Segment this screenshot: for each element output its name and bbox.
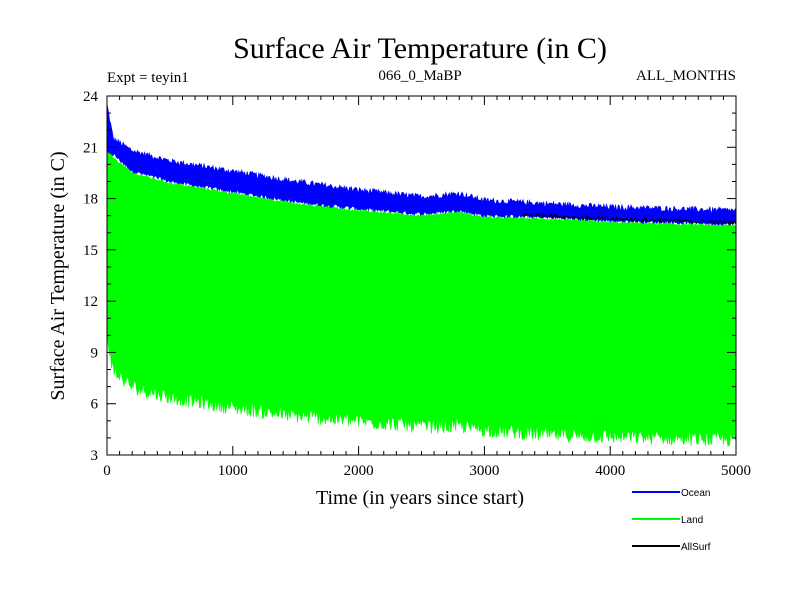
series-allsurf-line (521, 212, 737, 226)
y-tick-label: 3 (91, 448, 99, 464)
subtitle-right: ALL_MONTHS (636, 68, 736, 84)
x-tick-label: 3000 (469, 463, 499, 479)
y-tick-label: 21 (83, 140, 98, 156)
x-tick-label: 1000 (218, 463, 248, 479)
chart-title: Surface Air Temperature (in C) (233, 32, 607, 65)
y-axis-label: Surface Air Temperature (in C) (47, 151, 69, 400)
subtitle-left: Expt = teyin1 (107, 70, 189, 86)
subtitle-center: 066_0_MaBP (378, 68, 461, 84)
y-tick-label: 24 (83, 89, 99, 105)
y-tick-label: 15 (83, 243, 98, 259)
x-tick-label: 5000 (721, 463, 751, 479)
legend-label-allsurf: AllSurf (681, 542, 711, 553)
x-tick-label: 2000 (344, 463, 374, 479)
x-axis-label: Time (in years since start) (316, 487, 524, 509)
legend: Ocean Land AllSurf (632, 488, 711, 553)
y-tick-label: 12 (83, 294, 98, 310)
plot-series (106, 103, 737, 448)
y-axis: 3 6 9 12 15 18 21 24 (83, 89, 736, 464)
x-tick-label: 0 (103, 463, 111, 479)
y-tick-label: 9 (91, 345, 99, 361)
x-tick-label: 4000 (595, 463, 625, 479)
y-tick-label: 6 (91, 397, 99, 413)
series-land-band (106, 151, 737, 448)
y-tick-label: 18 (83, 192, 98, 208)
x-axis: 0 1000 2000 3000 4000 5000 (103, 96, 751, 479)
legend-label-land: Land (681, 515, 703, 526)
legend-label-ocean: Ocean (681, 488, 710, 499)
